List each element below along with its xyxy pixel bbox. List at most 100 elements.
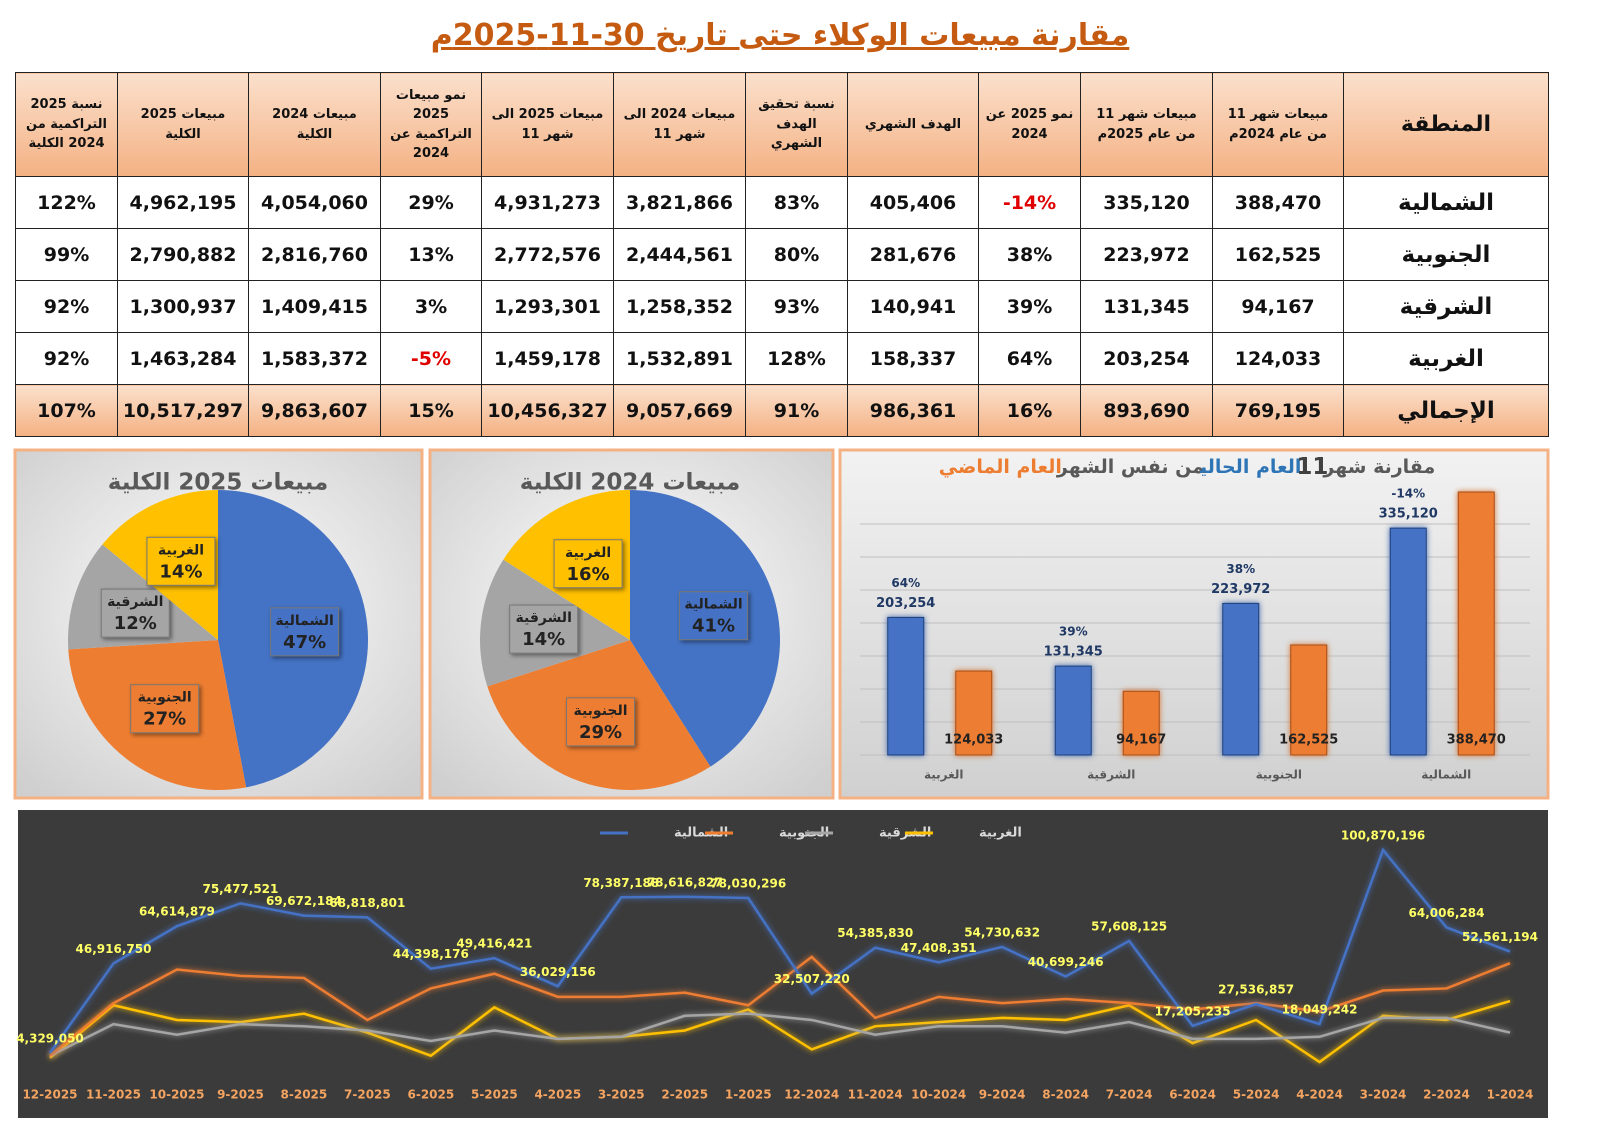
table-cell: 92% bbox=[15, 280, 118, 333]
table-row: الجنوبية 162,525 223,972 38% 281,676 80% 2,444… bbox=[15, 228, 1549, 281]
bar-value-label: 94,167 bbox=[1116, 733, 1166, 748]
table-cell: 2,444,561 bbox=[613, 228, 746, 281]
data-label: 54,385,830 bbox=[837, 926, 913, 940]
series-line bbox=[48, 847, 1511, 1054]
table-cell: -14% bbox=[978, 176, 1081, 229]
table-cell: 80% bbox=[745, 228, 848, 281]
slice-value: 16% bbox=[567, 564, 610, 585]
x-tick-label: 6-2024 bbox=[1169, 1088, 1216, 1102]
table-cell: الإجمالي bbox=[1343, 384, 1549, 437]
growth-label: 39% bbox=[1059, 625, 1088, 639]
table-cell: 2,790,882 bbox=[117, 228, 249, 281]
column-header: نمو مبيعات 2025 التراكمية عن 2024 bbox=[380, 72, 482, 177]
x-tick-label: 8-2024 bbox=[1042, 1088, 1089, 1102]
table-cell: 13% bbox=[380, 228, 482, 281]
slice-label: الشرقية bbox=[107, 594, 163, 610]
table-cell: 2,772,576 bbox=[481, 228, 614, 281]
data-label: 36,029,156 bbox=[520, 965, 596, 979]
table-cell: الجنوبية bbox=[1343, 228, 1549, 281]
label-box bbox=[509, 604, 579, 654]
data-label: 18,049,242 bbox=[1282, 1003, 1358, 1017]
table-cell: 388,470 bbox=[1212, 176, 1344, 229]
growth-label: -14% bbox=[1391, 487, 1425, 501]
table-cell: 10,456,327 bbox=[481, 384, 614, 437]
table-cell: 107% bbox=[15, 384, 118, 437]
table-cell: 140,941 bbox=[847, 280, 979, 333]
table-cell: 39% bbox=[978, 280, 1081, 333]
table-cell: 162,525 bbox=[1212, 228, 1344, 281]
bar-value-label: 131,345 bbox=[1044, 645, 1103, 660]
x-tick-label: 1-2024 bbox=[1487, 1088, 1534, 1102]
table-cell: 769,195 bbox=[1212, 384, 1344, 437]
table-cell: 16% bbox=[978, 384, 1081, 437]
legend-label: الغربية bbox=[979, 826, 1022, 841]
data-label: 52,561,194 bbox=[1462, 930, 1538, 944]
chart-title: مقارنة شهر11العام الحاليمن نفس الشهرالعا… bbox=[939, 454, 1436, 480]
title-part: العام الحالي bbox=[1199, 456, 1301, 478]
table-cell: 94,167 bbox=[1212, 280, 1344, 333]
table-row: الشمالية 388,470 335,120 -14% 405,406 83% 3,82… bbox=[15, 176, 1549, 229]
growth-label: 38% bbox=[1226, 562, 1255, 576]
label-box bbox=[553, 539, 623, 589]
data-label: 78,030,296 bbox=[710, 877, 786, 891]
data-label: 68,818,801 bbox=[329, 896, 405, 910]
table-cell: 99% bbox=[15, 228, 118, 281]
data-label: 64,006,284 bbox=[1409, 906, 1485, 920]
table-cell: 1,258,352 bbox=[613, 280, 746, 333]
data-label: 69,672,184 bbox=[266, 894, 342, 908]
x-tick-label: 3-2025 bbox=[598, 1088, 645, 1102]
table-cell: 223,972 bbox=[1080, 228, 1213, 281]
x-tick-label: 9-2024 bbox=[979, 1088, 1026, 1102]
table-cell: 15% bbox=[380, 384, 482, 437]
growth-label: 64% bbox=[891, 576, 920, 590]
bar-value-label: 162,525 bbox=[1279, 733, 1338, 748]
table-cell: 2,816,760 bbox=[248, 228, 381, 281]
page-title: مقارنة مبيعات الوكلاء حتى تاريخ 30-11-20… bbox=[430, 18, 1130, 53]
slice-label: الشرقية bbox=[515, 610, 571, 626]
table-cell: 4,931,273 bbox=[481, 176, 614, 229]
data-label: 4,329,050 bbox=[16, 1031, 84, 1045]
data-label: 49,416,421 bbox=[456, 937, 532, 951]
table-cell: 124,033 bbox=[1212, 332, 1344, 385]
x-tick-label: 11-2025 bbox=[86, 1088, 141, 1102]
title-part: من نفس الشهر bbox=[1056, 456, 1205, 478]
bar bbox=[1457, 491, 1495, 756]
bar bbox=[1122, 690, 1160, 756]
table-cell: 1,300,937 bbox=[117, 280, 249, 333]
table-row: الإجمالي 769,195 893,690 16% 986,361 91% 9,057… bbox=[15, 384, 1549, 437]
table-cell: 1,583,372 bbox=[248, 332, 381, 385]
label-box bbox=[566, 697, 636, 747]
data-label: 27,536,857 bbox=[1218, 983, 1294, 997]
table-cell: 1,532,891 bbox=[613, 332, 746, 385]
bar bbox=[955, 670, 993, 756]
slice-label: الشمالية bbox=[684, 597, 742, 613]
x-tick-label: 10-2024 bbox=[911, 1088, 966, 1102]
series-line bbox=[49, 1012, 1511, 1057]
table-cell: الشرقية bbox=[1343, 280, 1549, 333]
column-header: مبيعات 2025 الى شهر 11 bbox=[481, 72, 614, 177]
table-cell: 92% bbox=[15, 332, 118, 385]
column-header: نمو 2025 عن 2024 bbox=[978, 72, 1081, 177]
slice-value: 12% bbox=[114, 613, 157, 634]
title-part: مقارنة شهر bbox=[1322, 456, 1435, 478]
legend-label: الشمالية bbox=[674, 826, 728, 841]
x-tick-label: 8-2025 bbox=[281, 1088, 328, 1102]
table-cell: 986,361 bbox=[847, 384, 979, 437]
slice-label: الغربية bbox=[158, 542, 204, 558]
x-tick-label: 9-2025 bbox=[217, 1088, 264, 1102]
table-cell: 9,863,607 bbox=[248, 384, 381, 437]
table-cell: 1,459,178 bbox=[481, 332, 614, 385]
bar-value-label: 388,470 bbox=[1447, 733, 1506, 748]
table-cell: 64% bbox=[978, 332, 1081, 385]
header-row: المنطقة مبيعات شهر 11 من عام 2024م مبيعات … bbox=[15, 72, 1549, 177]
bar-value-label: 223,972 bbox=[1211, 582, 1270, 597]
table-cell: 29% bbox=[380, 176, 482, 229]
bar-value-label: 124,033 bbox=[944, 733, 1003, 748]
column-header: نسبة 2025 التراكمية من 2024 الكلية bbox=[15, 72, 118, 177]
x-tick-label: الغربية bbox=[924, 768, 964, 782]
column-header: نسبة تحقيق الهدف الشهري bbox=[745, 72, 848, 177]
data-label: 75,477,521 bbox=[202, 882, 278, 896]
x-tick-label: الشرقية bbox=[1087, 768, 1135, 782]
